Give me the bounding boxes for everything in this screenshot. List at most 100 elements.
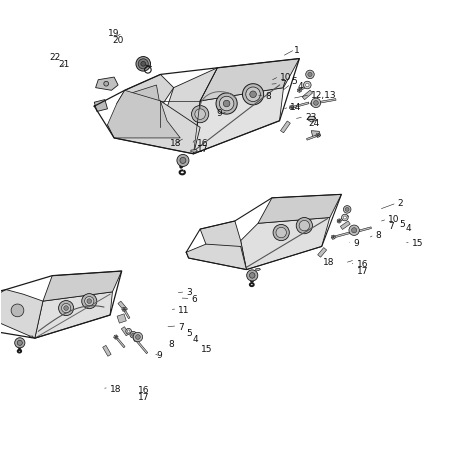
- Text: 20: 20: [112, 36, 124, 45]
- Circle shape: [314, 100, 318, 105]
- Circle shape: [87, 299, 91, 303]
- Circle shape: [343, 216, 346, 219]
- Circle shape: [11, 304, 24, 317]
- Polygon shape: [121, 327, 129, 336]
- Polygon shape: [302, 90, 312, 100]
- Polygon shape: [123, 307, 125, 309]
- Polygon shape: [103, 346, 111, 356]
- Polygon shape: [116, 337, 118, 339]
- Polygon shape: [297, 88, 300, 91]
- Polygon shape: [136, 339, 138, 341]
- Circle shape: [191, 106, 209, 123]
- Polygon shape: [291, 108, 293, 109]
- Circle shape: [133, 332, 143, 342]
- Circle shape: [128, 330, 130, 333]
- Polygon shape: [291, 102, 309, 109]
- Circle shape: [130, 331, 137, 338]
- Polygon shape: [96, 77, 118, 91]
- Polygon shape: [117, 314, 126, 323]
- Circle shape: [343, 206, 351, 213]
- Polygon shape: [241, 218, 330, 270]
- Polygon shape: [114, 335, 116, 337]
- Text: 18: 18: [323, 258, 335, 267]
- Polygon shape: [292, 107, 293, 109]
- Polygon shape: [333, 232, 349, 238]
- Polygon shape: [124, 309, 126, 311]
- Polygon shape: [337, 221, 339, 223]
- Polygon shape: [353, 230, 355, 233]
- Text: 5: 5: [186, 329, 191, 338]
- Circle shape: [349, 225, 359, 236]
- Text: 19: 19: [109, 29, 120, 38]
- Circle shape: [64, 306, 68, 310]
- Text: 9: 9: [156, 351, 163, 360]
- Text: 5: 5: [399, 220, 405, 229]
- Text: 4: 4: [405, 225, 411, 234]
- Polygon shape: [297, 89, 300, 91]
- Circle shape: [126, 328, 131, 334]
- Polygon shape: [351, 233, 353, 235]
- Polygon shape: [122, 309, 124, 311]
- Polygon shape: [128, 85, 160, 117]
- Polygon shape: [318, 247, 327, 257]
- Text: 12,13: 12,13: [311, 91, 337, 100]
- Text: 23: 23: [305, 113, 317, 122]
- Polygon shape: [310, 103, 313, 106]
- Polygon shape: [258, 194, 341, 223]
- Polygon shape: [300, 89, 301, 91]
- Circle shape: [132, 333, 135, 337]
- Polygon shape: [281, 121, 291, 133]
- Circle shape: [136, 335, 140, 339]
- Polygon shape: [312, 99, 336, 104]
- Text: 17: 17: [197, 145, 209, 154]
- Polygon shape: [135, 339, 137, 341]
- Polygon shape: [307, 116, 317, 122]
- Polygon shape: [311, 101, 313, 103]
- Circle shape: [246, 87, 260, 101]
- Circle shape: [250, 91, 256, 98]
- Text: 9: 9: [216, 109, 222, 118]
- Polygon shape: [316, 133, 319, 135]
- Circle shape: [306, 70, 314, 79]
- Circle shape: [62, 303, 71, 313]
- Text: 4: 4: [192, 335, 198, 344]
- Circle shape: [17, 340, 22, 346]
- Text: 10: 10: [388, 216, 400, 225]
- Circle shape: [223, 100, 230, 107]
- Circle shape: [82, 293, 97, 309]
- Circle shape: [85, 297, 94, 306]
- Polygon shape: [117, 74, 173, 117]
- Polygon shape: [337, 219, 339, 221]
- Text: 11: 11: [178, 306, 190, 315]
- Circle shape: [303, 81, 311, 89]
- Polygon shape: [313, 103, 315, 105]
- Text: 15: 15: [201, 346, 212, 355]
- Polygon shape: [289, 106, 292, 108]
- Circle shape: [352, 228, 357, 233]
- Polygon shape: [123, 309, 125, 311]
- Text: 5: 5: [291, 77, 297, 86]
- Polygon shape: [114, 335, 117, 337]
- Text: 9: 9: [353, 238, 359, 247]
- Polygon shape: [124, 307, 126, 309]
- Text: 17: 17: [356, 266, 368, 275]
- Text: 16: 16: [197, 139, 209, 148]
- Polygon shape: [116, 335, 118, 337]
- Text: 22: 22: [49, 54, 61, 63]
- Polygon shape: [316, 135, 318, 137]
- Polygon shape: [200, 59, 300, 101]
- Polygon shape: [310, 102, 313, 104]
- Polygon shape: [289, 108, 292, 109]
- Polygon shape: [351, 231, 353, 233]
- Polygon shape: [43, 271, 122, 301]
- Polygon shape: [333, 237, 336, 239]
- Circle shape: [136, 56, 151, 71]
- Text: 18: 18: [170, 139, 182, 148]
- Text: 7: 7: [280, 80, 286, 89]
- Text: 17: 17: [138, 393, 149, 402]
- Polygon shape: [307, 135, 318, 140]
- Polygon shape: [318, 135, 320, 137]
- Circle shape: [219, 96, 234, 111]
- Polygon shape: [299, 83, 310, 91]
- Polygon shape: [0, 290, 43, 338]
